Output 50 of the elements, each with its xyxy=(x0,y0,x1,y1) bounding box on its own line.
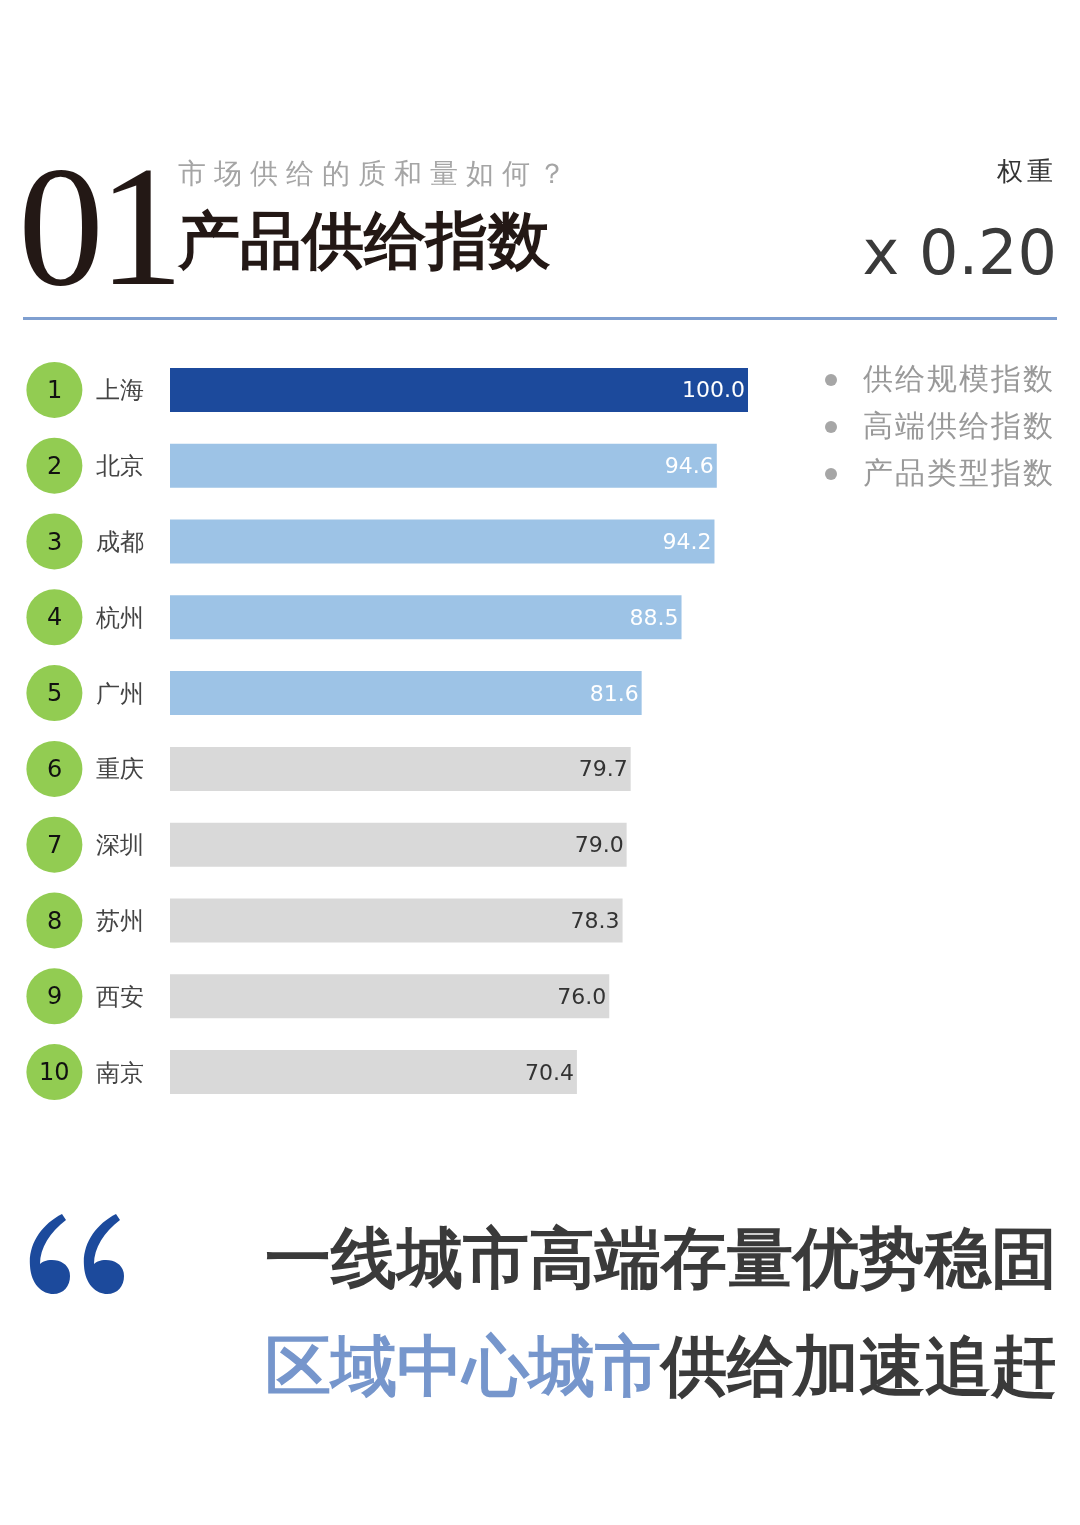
text: 1 xyxy=(47,376,63,404)
data-label: 70.4 xyxy=(524,1059,574,1085)
bar xyxy=(170,671,642,716)
y-tick-label: 杭州 xyxy=(95,603,145,632)
data-label: 76.0 xyxy=(557,983,607,1009)
text: 10 xyxy=(39,1058,70,1086)
data-label: 79.0 xyxy=(574,832,624,858)
bar xyxy=(170,898,623,943)
bar xyxy=(170,1050,577,1095)
text: 8 xyxy=(47,907,63,935)
text: 5 xyxy=(47,679,63,707)
bar xyxy=(170,519,715,564)
bar xyxy=(170,367,748,412)
y-tick-label: 苏州 xyxy=(96,906,145,935)
y-tick-label: 深圳 xyxy=(96,831,145,860)
data-label: 94.2 xyxy=(662,529,712,554)
bar xyxy=(170,746,631,791)
bar xyxy=(170,822,627,867)
text: 9 xyxy=(47,982,63,1010)
data-label: 100.0 xyxy=(682,377,745,403)
chart-title: 产品供给指数 xyxy=(178,207,550,275)
y-tick-label: 上海 xyxy=(96,376,145,405)
text: 权重 xyxy=(997,156,1057,186)
bar xyxy=(170,595,682,640)
data-label: 88.5 xyxy=(629,604,679,630)
bar xyxy=(170,974,610,1019)
text: 7 xyxy=(47,831,63,859)
text: 一线城市高端存量优势稳固 xyxy=(265,1222,1057,1295)
text: 6 xyxy=(47,755,63,783)
text: 2 xyxy=(47,452,63,480)
data-label: 78.3 xyxy=(570,908,620,933)
text: 产品类型指数 xyxy=(863,455,1055,490)
text: 供给规模指数 xyxy=(863,361,1055,396)
text: 4 xyxy=(47,603,63,631)
text: 3 xyxy=(47,528,63,556)
data-label: 79.7 xyxy=(578,756,628,782)
y-tick-label: 西安 xyxy=(96,982,145,1011)
data-label: 94.6 xyxy=(664,453,714,479)
y-tick-label: 南京 xyxy=(96,1058,145,1087)
y-tick-label: 北京 xyxy=(96,452,145,481)
text: 高端供给指数 xyxy=(863,408,1055,443)
data-label: 81.6 xyxy=(589,680,639,706)
text: x 0.20 xyxy=(862,216,1057,289)
text: 区域中心城市供给加速追赶 xyxy=(265,1330,1057,1403)
y-tick-label: 广州 xyxy=(96,679,145,708)
bar xyxy=(170,443,717,488)
chart-subtitle: 市场供给的质和量如何？ xyxy=(178,157,574,190)
text: 01 xyxy=(18,131,178,321)
y-tick-label: 重庆 xyxy=(96,755,145,784)
y-tick-label: 成都 xyxy=(96,527,145,556)
